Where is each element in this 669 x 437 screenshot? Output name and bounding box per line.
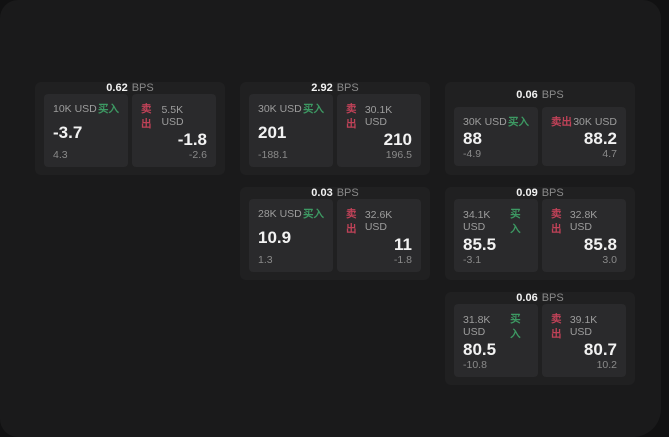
buy-amount: 30K USD — [463, 115, 507, 128]
buy-sub-value: -4.9 — [463, 148, 482, 160]
buy-button[interactable]: 买入 — [303, 208, 324, 220]
buy-sub-value: 1.3 — [258, 253, 273, 266]
sell-price: 210 — [383, 130, 412, 149]
buy-price: -3.7 — [53, 122, 83, 142]
sell-amount: 32.6K USD — [364, 209, 393, 233]
sell-price: 80.7 — [583, 340, 617, 359]
sell-panel[interactable]: 卖出 39.1K USD 80.7 10.2 — [542, 304, 626, 377]
sell-panel[interactable]: 卖出 30.1K USD 210 196.5 — [337, 94, 421, 167]
buy-panel[interactable]: 28K USD 买入 10.9 1.3 — [249, 199, 333, 272]
bps-header: 0.62 BPS — [35, 82, 225, 94]
buy-amount: 28K USD — [258, 207, 302, 220]
quote-card-3: 0.06 BPS 30K USD 买入 88 -4.9 卖出 30K USD 8… — [445, 82, 635, 175]
sell-price: 88.2 — [583, 128, 617, 148]
sell-sub-value: 3.0 — [602, 253, 617, 266]
quote-card-5: 0.09 BPS 34.1K USD 买入 85.5 -3.1 卖出 32.8K… — [445, 187, 635, 280]
sell-button[interactable]: 卖出 — [346, 103, 357, 130]
quote-card-4: 0.03 BPS 28K USD 买入 10.9 1.3 卖出 32.6K US… — [240, 187, 430, 280]
quote-card-6: 0.06 BPS 31.8K USD 买入 80.5 -10.8 卖出 39.1… — [445, 292, 635, 385]
buy-panel[interactable]: 31.8K USD 买入 80.5 -10.8 — [454, 304, 538, 377]
bps-header: 0.03 BPS — [240, 187, 430, 199]
sell-panel[interactable]: 卖出 5.5K USD -1.8 -2.6 — [132, 94, 216, 167]
bps-unit-label: BPS — [336, 82, 359, 94]
bps-unit-label: BPS — [541, 292, 564, 304]
buy-panel[interactable]: 10K USD 买入 -3.7 4.3 — [44, 94, 128, 167]
buy-sub-value: 4.3 — [53, 148, 68, 161]
bps-unit-label: BPS — [131, 82, 154, 94]
bps-value: 0.03 — [311, 187, 333, 199]
sell-button[interactable]: 卖出 — [551, 116, 572, 128]
sell-sub-value: 10.2 — [596, 358, 617, 371]
sell-sub-value: 4.7 — [602, 148, 617, 160]
quote-card-1: 0.62 BPS 10K USD 买入 -3.7 4.3 卖出 5.5K USD… — [35, 82, 225, 175]
buy-price: 88 — [463, 128, 482, 148]
bps-value: 0.09 — [516, 187, 538, 199]
bps-header: 0.09 BPS — [445, 187, 635, 199]
buy-price: 10.9 — [258, 227, 292, 247]
buy-amount: 30K USD — [258, 102, 302, 115]
bps-unit-label: BPS — [541, 187, 564, 199]
bps-header: 0.06 BPS — [445, 292, 635, 304]
sell-button[interactable]: 卖出 — [551, 208, 562, 235]
buy-panel[interactable]: 30K USD 买入 88 -4.9 — [454, 107, 538, 166]
sell-amount: 30K USD — [573, 115, 617, 128]
quote-card-2: 2.92 BPS 30K USD 买入 201 -188.1 卖出 30.1K … — [240, 82, 430, 175]
sell-amount: 5.5K USD — [161, 104, 184, 128]
sell-button[interactable]: 卖出 — [346, 208, 357, 235]
sell-amount: 32.8K USD — [569, 209, 598, 233]
sell-price: -1.8 — [177, 130, 207, 149]
bps-value: 0.06 — [516, 292, 538, 304]
buy-sub-value: -3.1 — [463, 253, 482, 266]
sell-sub-value: -2.6 — [188, 148, 207, 161]
sell-panel[interactable]: 卖出 32.8K USD 85.8 3.0 — [542, 199, 626, 272]
bps-value: 2.92 — [311, 82, 333, 94]
bps-unit-label: BPS — [336, 187, 359, 199]
sell-amount: 39.1K USD — [569, 314, 598, 338]
sell-price: 11 — [394, 235, 412, 254]
buy-button[interactable]: 买入 — [510, 313, 521, 340]
buy-button[interactable]: 买入 — [508, 116, 529, 128]
buy-price: 85.5 — [463, 235, 497, 254]
buy-price: 201 — [258, 122, 287, 142]
bps-header: 2.92 BPS — [240, 82, 430, 94]
buy-amount: 31.8K USD — [463, 314, 491, 338]
buy-sub-value: -10.8 — [463, 358, 487, 371]
buy-price: 80.5 — [463, 340, 497, 359]
buy-panel[interactable]: 34.1K USD 买入 85.5 -3.1 — [454, 199, 538, 272]
sell-panel[interactable]: 卖出 32.6K USD 11 -1.8 — [337, 199, 421, 272]
sell-price: 85.8 — [583, 235, 617, 254]
bps-value: 0.06 — [516, 88, 538, 101]
buy-amount: 10K USD — [53, 102, 97, 115]
buy-button[interactable]: 买入 — [303, 103, 324, 115]
buy-amount: 34.1K USD — [463, 209, 491, 233]
bps-header: 0.06 BPS — [445, 82, 635, 107]
buy-button[interactable]: 买入 — [510, 208, 521, 235]
sell-button[interactable]: 卖出 — [141, 103, 152, 130]
sell-sub-value: -1.8 — [393, 253, 412, 266]
buy-button[interactable]: 买入 — [98, 103, 119, 115]
buy-sub-value: -188.1 — [258, 148, 288, 161]
sell-sub-value: 196.5 — [385, 148, 412, 161]
sell-button[interactable]: 卖出 — [551, 313, 562, 340]
sell-amount: 30.1K USD — [364, 104, 393, 128]
sell-panel[interactable]: 卖出 30K USD 88.2 4.7 — [542, 107, 626, 166]
bps-unit-label: BPS — [541, 88, 564, 101]
bps-value: 0.62 — [106, 82, 128, 94]
buy-panel[interactable]: 30K USD 买入 201 -188.1 — [249, 94, 333, 167]
